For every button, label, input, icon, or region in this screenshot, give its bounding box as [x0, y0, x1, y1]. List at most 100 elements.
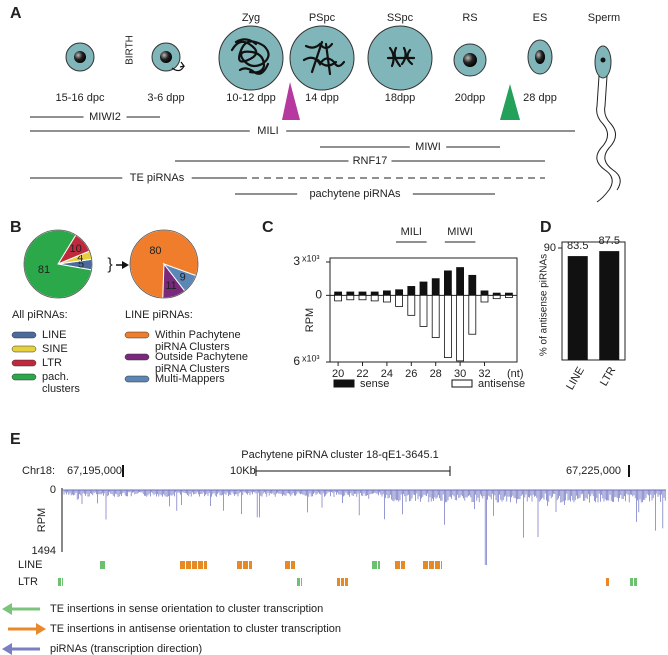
- te-box: [429, 561, 434, 569]
- nucleus: [74, 51, 86, 63]
- bar: [407, 294, 416, 316]
- legend-swatch: [124, 331, 150, 339]
- bar: [395, 294, 404, 307]
- age-label: 15-16 dpc: [56, 92, 105, 104]
- nucleus: [535, 50, 545, 64]
- y-tick-label: 6: [293, 354, 300, 368]
- legend-label: sense: [360, 378, 389, 390]
- te-box: [630, 578, 633, 586]
- coord-start: 67,195,000: [67, 465, 122, 477]
- legend-label: LINE: [42, 329, 66, 341]
- x-tick-label: 28: [430, 368, 442, 380]
- legend-label: piRNAs (transcription direction): [50, 643, 202, 655]
- nucleus: [463, 53, 477, 67]
- legend-label: pach. clusters: [42, 371, 80, 395]
- track-tick: 1494: [32, 545, 56, 557]
- bar: [382, 290, 391, 296]
- y-multiplier: x10³: [302, 353, 320, 363]
- legend-label: Outside Pachytene piRNA Clusters: [155, 351, 248, 375]
- stage-label: Zyg: [242, 12, 260, 24]
- age-label: 3-6 dpp: [147, 92, 184, 104]
- cell: [289, 25, 355, 91]
- te-box: [180, 561, 185, 569]
- bar: [431, 278, 440, 296]
- bar: [358, 291, 367, 296]
- bar: [456, 294, 465, 362]
- legend-swatch: [451, 379, 473, 388]
- te-box: [337, 578, 340, 586]
- te-box: [423, 561, 428, 569]
- nucleus: [600, 57, 606, 63]
- te-box: [441, 561, 442, 569]
- expression-label: RNF17: [353, 155, 388, 167]
- pie-outline: [129, 229, 199, 299]
- cluster-title: Pachytene piRNA cluster 18-qE1-3645.1: [241, 449, 439, 461]
- stage-label: ES: [533, 12, 548, 24]
- te-box: [291, 561, 295, 569]
- bar: [334, 294, 343, 302]
- te-box: [606, 578, 609, 586]
- te-box: [378, 561, 380, 569]
- chromatin: [386, 46, 416, 68]
- x-tick-label: LINE: [564, 365, 587, 392]
- stage-label: SSpc: [387, 12, 414, 24]
- bar: [419, 281, 428, 296]
- age-label: 20dpp: [455, 92, 486, 104]
- y-tick-label: 3: [293, 254, 300, 268]
- slice-label: 5: [78, 258, 84, 270]
- bar: [370, 294, 379, 302]
- legend-title: All piRNAs:: [12, 309, 68, 321]
- y-axis-label: RPM: [304, 308, 316, 332]
- scale-label: 10Kb: [230, 465, 256, 477]
- te-box: [285, 561, 290, 569]
- annotation: MIWI: [447, 226, 473, 238]
- panel-label: C: [262, 219, 274, 236]
- birth-label: BIRTH: [125, 35, 136, 65]
- bar: [370, 291, 379, 296]
- stage-label: Sperm: [588, 12, 620, 24]
- cells: [65, 25, 621, 203]
- bar: [567, 256, 588, 360]
- legend-swatch: [124, 353, 150, 361]
- legend-swatch: [11, 373, 37, 381]
- bar: [346, 294, 355, 301]
- value-label: 87.5: [599, 235, 620, 247]
- legend-arrowhead: [2, 643, 12, 655]
- coverage: [62, 489, 666, 565]
- slice-label: 11: [165, 280, 176, 292]
- bar: [480, 290, 489, 296]
- bar: [358, 294, 367, 301]
- chromatin: [230, 38, 270, 75]
- track-label: LINE: [18, 559, 42, 571]
- expression-label: MIWI: [415, 141, 441, 153]
- te-box: [237, 561, 242, 569]
- legend-swatch: [11, 345, 37, 353]
- te-box: [100, 561, 105, 569]
- track-label: LTR: [18, 576, 38, 588]
- legend-swatch: [333, 379, 355, 388]
- te-box: [204, 561, 207, 569]
- track-tick: 0: [50, 484, 56, 496]
- legend-label: TE insertions in antisense orientation t…: [50, 623, 341, 635]
- te-box: [435, 561, 440, 569]
- te-box: [297, 578, 300, 586]
- x-tick-label: 24: [381, 368, 393, 380]
- te-box: [186, 561, 191, 569]
- legend-swatch: [11, 359, 37, 367]
- sperm-tail: [596, 75, 621, 203]
- y-multiplier: x10³: [302, 253, 320, 263]
- bar: [419, 294, 428, 327]
- stage-label: PSpc: [309, 12, 336, 24]
- bar: [334, 291, 343, 296]
- te-box: [192, 561, 197, 569]
- te-box: [341, 578, 344, 586]
- legend-swatch: [11, 331, 37, 339]
- coverage-signal: [63, 490, 666, 565]
- slice-label: 9: [180, 272, 186, 284]
- x-tick-label: 26: [405, 368, 417, 380]
- age-label: 28 dpp: [523, 92, 557, 104]
- slice-label: 81: [38, 264, 50, 276]
- legend-title: LINE piRNAs:: [125, 309, 193, 321]
- value-label: 83.5: [567, 240, 588, 252]
- legend-label: TE insertions in sense orientation to cl…: [50, 603, 323, 615]
